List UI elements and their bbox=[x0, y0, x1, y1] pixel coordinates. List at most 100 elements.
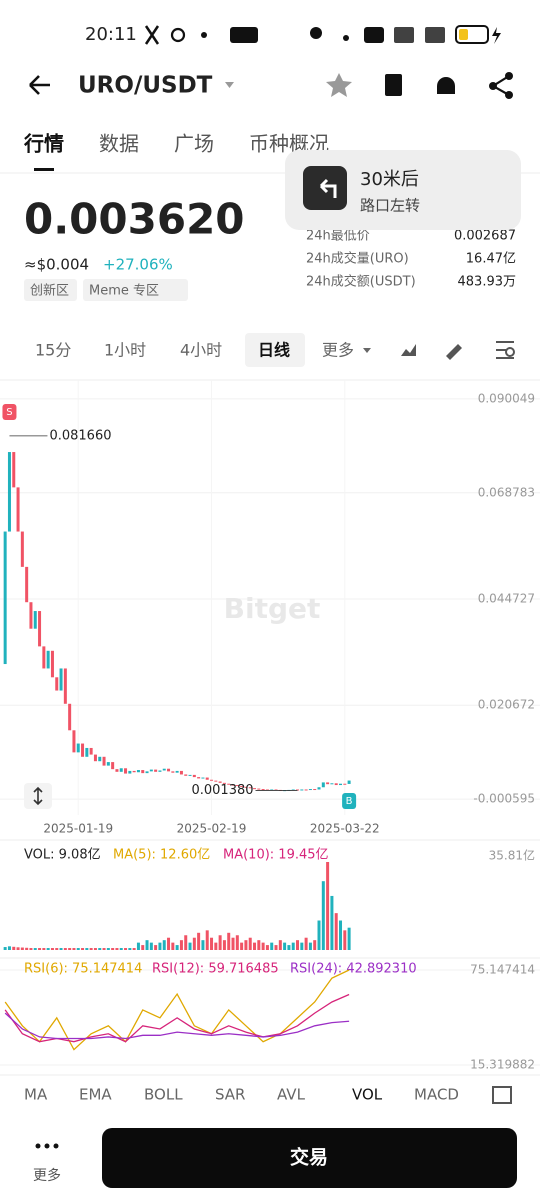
volume-bar bbox=[334, 913, 338, 950]
candle bbox=[210, 779, 214, 781]
pair-title[interactable]: URO/USDT bbox=[78, 73, 213, 99]
tag: 创新区 bbox=[30, 283, 69, 299]
candle bbox=[334, 783, 338, 786]
indicator-tab[interactable]: EMA bbox=[79, 1086, 112, 1104]
candle bbox=[231, 784, 235, 786]
more-label[interactable]: 更多 bbox=[33, 1167, 61, 1184]
candle bbox=[291, 789, 295, 791]
interval-dropdown[interactable] bbox=[363, 348, 371, 353]
notes-icon[interactable] bbox=[385, 74, 402, 96]
tab[interactable]: 数据 bbox=[99, 132, 139, 156]
pair-dropdown[interactable] bbox=[225, 82, 234, 88]
indicator-tab[interactable]: AVL bbox=[277, 1086, 306, 1104]
stat-value: 0.002687 bbox=[454, 229, 516, 244]
volume-bar bbox=[184, 935, 188, 950]
candle bbox=[296, 789, 300, 791]
volume-bar bbox=[154, 945, 158, 950]
back-icon[interactable] bbox=[29, 75, 50, 95]
rsi-line bbox=[4, 1012, 350, 1040]
volume-bar bbox=[197, 932, 201, 950]
candle bbox=[321, 782, 325, 788]
interval-selected-bg bbox=[245, 333, 305, 367]
candle bbox=[214, 780, 218, 782]
volume-bar bbox=[261, 942, 265, 950]
indicator-tab[interactable]: SAR bbox=[215, 1086, 245, 1104]
tag-box bbox=[24, 279, 77, 301]
tag: Meme 专区 bbox=[89, 284, 159, 299]
candle bbox=[29, 602, 33, 629]
indicator-tab[interactable]: VOL bbox=[352, 1086, 383, 1104]
indicator-tab[interactable]: BOLL bbox=[144, 1086, 183, 1104]
candle bbox=[347, 780, 351, 784]
candle bbox=[33, 611, 37, 629]
interval[interactable]: 更多 bbox=[322, 341, 354, 360]
candle bbox=[3, 531, 7, 665]
candle bbox=[313, 789, 317, 791]
candle bbox=[326, 782, 330, 785]
volume-bar bbox=[7, 946, 11, 950]
volume-bar bbox=[149, 942, 153, 950]
alert-icon[interactable] bbox=[437, 77, 455, 94]
volume-bar bbox=[265, 945, 269, 950]
candle bbox=[257, 788, 261, 790]
last-price: 0.003620 bbox=[24, 195, 245, 244]
trade-label[interactable]: 交易 bbox=[290, 1146, 328, 1169]
interval[interactable]: 15分 bbox=[35, 341, 71, 360]
indicator-tab[interactable]: MACD bbox=[414, 1086, 459, 1104]
candle bbox=[55, 677, 59, 691]
candle bbox=[330, 783, 334, 785]
indicator-tab[interactable]: MA bbox=[24, 1086, 48, 1104]
notification-subtitle: 路口左转 bbox=[360, 197, 420, 215]
volume-bar bbox=[321, 881, 325, 950]
volume-bar bbox=[63, 948, 67, 950]
candle bbox=[76, 743, 80, 753]
volume-bar bbox=[119, 948, 123, 950]
rsi-line bbox=[4, 993, 350, 1043]
candle bbox=[136, 770, 140, 773]
volume-bar bbox=[192, 937, 196, 950]
candle bbox=[244, 786, 248, 788]
favorite-icon[interactable] bbox=[326, 73, 352, 97]
volume-bar bbox=[253, 942, 257, 950]
candle bbox=[124, 768, 128, 774]
share-icon[interactable] bbox=[489, 72, 513, 99]
volume-bar bbox=[81, 948, 85, 950]
candle bbox=[12, 452, 16, 488]
volume-bar bbox=[330, 895, 334, 950]
candle bbox=[253, 788, 257, 790]
scale-toggle-icon[interactable] bbox=[33, 786, 43, 806]
candle bbox=[81, 743, 85, 757]
interval[interactable]: 日线 bbox=[258, 341, 290, 360]
volume-bar bbox=[38, 948, 42, 950]
stat-value: 483.93万 bbox=[458, 275, 517, 290]
volume-bar bbox=[274, 945, 278, 950]
tab[interactable]: 行情 bbox=[23, 132, 64, 156]
volume-bar bbox=[29, 948, 33, 950]
volume-bar bbox=[231, 937, 235, 950]
candle bbox=[93, 754, 97, 762]
candle bbox=[145, 771, 149, 774]
candle bbox=[42, 646, 46, 669]
more-icon[interactable] bbox=[35, 1143, 59, 1149]
candle bbox=[141, 770, 145, 774]
interval[interactable]: 1小时 bbox=[104, 341, 146, 360]
volume-bar bbox=[25, 947, 29, 950]
legend-entry: RSI(24): 42.892310 bbox=[290, 962, 417, 977]
volume-bar bbox=[68, 948, 72, 950]
volume-bar bbox=[167, 937, 171, 950]
trade-button[interactable] bbox=[102, 1128, 517, 1188]
volume-bar bbox=[124, 948, 128, 950]
volume-bar bbox=[46, 948, 50, 950]
volume-bar bbox=[175, 945, 179, 950]
indicator-settings[interactable] bbox=[492, 1086, 512, 1104]
candle bbox=[162, 768, 166, 771]
volume-bar bbox=[162, 940, 166, 950]
volume-bar bbox=[141, 945, 145, 950]
trade-marker-label: S bbox=[6, 407, 12, 418]
candle bbox=[167, 768, 171, 772]
volume-bar bbox=[33, 948, 37, 950]
interval[interactable]: 4小时 bbox=[180, 341, 222, 360]
tab[interactable]: 广场 bbox=[174, 132, 214, 156]
candle bbox=[227, 783, 231, 785]
stat-value: 16.47亿 bbox=[466, 252, 516, 267]
